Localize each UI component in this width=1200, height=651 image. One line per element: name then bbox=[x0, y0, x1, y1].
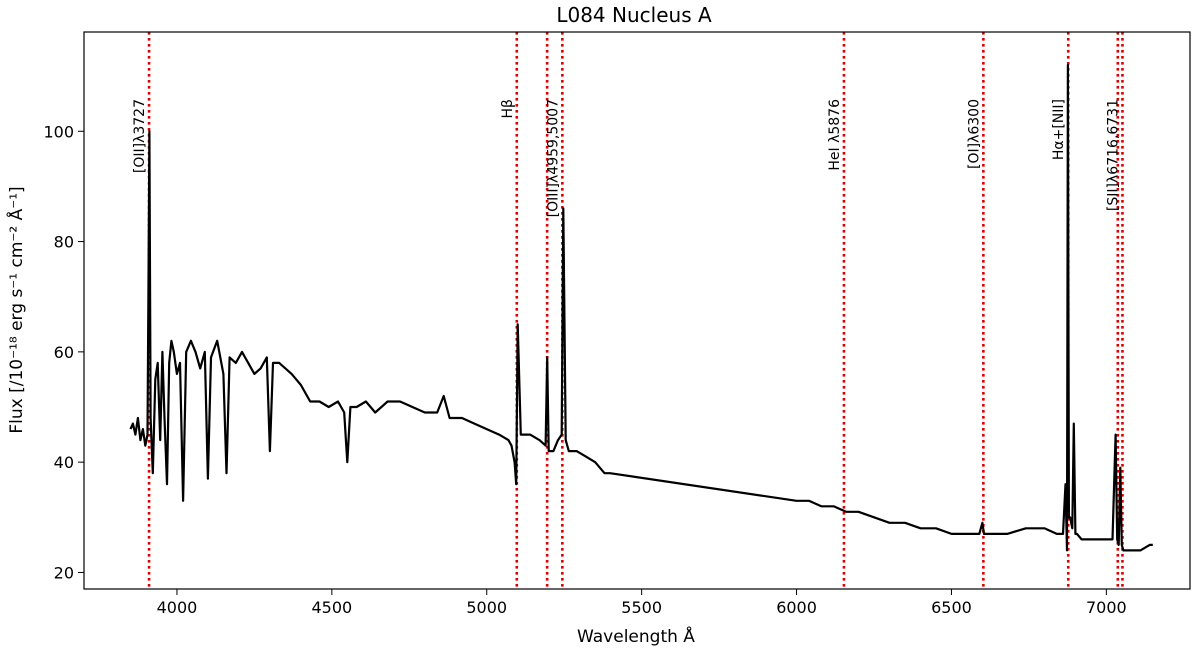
x-tick-label-6: 7000 bbox=[1086, 598, 1127, 617]
vline-label-8: [SII]λ6716,6731 bbox=[1105, 99, 1121, 211]
y-tick-label-4: 100 bbox=[43, 122, 74, 141]
y-tick-label-3: 80 bbox=[54, 233, 74, 252]
y-tick-label-2: 60 bbox=[54, 343, 74, 362]
x-axis-label: Wavelength Å bbox=[577, 625, 695, 647]
x-tick-label-4: 6000 bbox=[776, 598, 817, 617]
vline-label-3: [OIII]λ4959,5007 bbox=[545, 99, 561, 217]
vline-label-5: [OI]λ6300 bbox=[966, 99, 982, 169]
chart-title: L084 Nucleus A bbox=[556, 3, 712, 27]
y-tick-label-1: 40 bbox=[54, 453, 74, 472]
spectrum-series bbox=[129, 63, 1153, 552]
series-line-0 bbox=[129, 63, 1153, 552]
y-axis-label: Flux [/10⁻¹⁸ erg s⁻¹ cm⁻² Å⁻¹] bbox=[5, 186, 27, 433]
vline-label-6: Hα+[NII] bbox=[1051, 99, 1067, 160]
y-axis-ticks: 20 40 60 80 100 bbox=[43, 122, 84, 582]
vline-label-0: [OII]λ3727 bbox=[132, 99, 148, 173]
vline-label-1: Hβ bbox=[500, 99, 516, 118]
emission-line-markers: [OII]λ3727 Hβ [OIII]λ4959,5007 HeI λ5876 [OI… bbox=[132, 32, 1124, 589]
x-tick-label-1: 4500 bbox=[311, 598, 352, 617]
x-tick-label-2: 5000 bbox=[466, 598, 507, 617]
x-tick-label-3: 5500 bbox=[621, 598, 662, 617]
y-tick-label-0: 20 bbox=[54, 563, 74, 582]
x-axis-ticks: 4000 4500 5000 5500 6000 6500 7000 bbox=[157, 589, 1127, 617]
x-tick-label-0: 4000 bbox=[157, 598, 198, 617]
x-tick-label-5: 6500 bbox=[931, 598, 972, 617]
plot-frame bbox=[83, 31, 1191, 590]
vline-label-4: HeI λ5876 bbox=[827, 99, 843, 171]
